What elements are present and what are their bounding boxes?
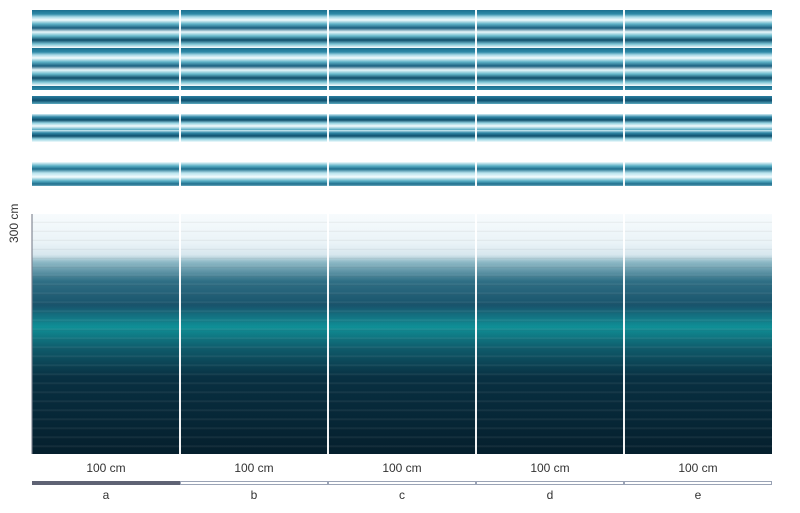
panel-width-label-e: 100 cm	[678, 461, 718, 475]
panel-selector-a[interactable]	[32, 481, 180, 485]
height-dimension-line	[31, 214, 33, 454]
panel-selector-c[interactable]	[328, 481, 476, 485]
panel-letter-d: d	[546, 488, 554, 502]
panel-separator	[179, 10, 181, 454]
panel-separator	[475, 10, 477, 454]
panel-width-label-a: 100 cm	[86, 461, 126, 475]
panel-separator	[327, 10, 329, 454]
stripe-band	[32, 10, 772, 90]
panel-width-label-c: 100 cm	[382, 461, 422, 475]
wallpaper-preview	[32, 10, 772, 454]
panel-selector-b[interactable]	[180, 481, 328, 485]
gradient-band	[32, 214, 772, 454]
panel-width-label-b: 100 cm	[234, 461, 274, 475]
height-dimension	[22, 214, 34, 454]
panel-letter-a: a	[102, 488, 110, 502]
panel-letter-e: e	[694, 488, 702, 502]
panel-letter-b: b	[250, 488, 258, 502]
panel-width-label-d: 100 cm	[530, 461, 570, 475]
panel-separators	[32, 10, 772, 454]
panel-letter-c: c	[399, 488, 405, 502]
stripe-band	[32, 162, 772, 186]
panel-separator	[623, 10, 625, 454]
stripe-band	[32, 96, 772, 104]
panel-selector-e[interactable]	[624, 481, 772, 485]
panel-selector-d[interactable]	[476, 481, 624, 485]
stripe-band	[32, 114, 772, 142]
height-label: 300 cm	[7, 203, 21, 243]
